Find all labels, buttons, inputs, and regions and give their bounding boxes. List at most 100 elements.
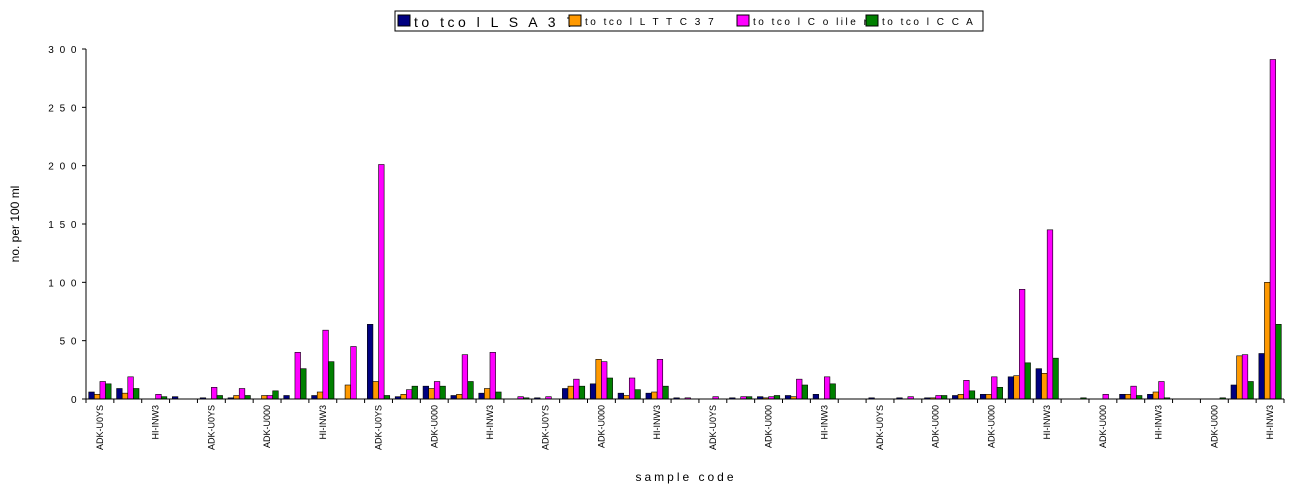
bar-s4-c18 — [578, 385, 586, 400]
bar-s1-c14 — [450, 395, 457, 400]
bar-s3-c42 — [1241, 354, 1249, 400]
bar-s1-c19 — [589, 383, 597, 400]
legend-box — [394, 10, 984, 32]
bar-s3-c2 — [127, 376, 134, 400]
bar-s4-c27 — [829, 383, 836, 400]
bar-s4-c5 — [216, 395, 223, 400]
bar-s2-c10 — [344, 384, 351, 400]
bar-s1-c33 — [979, 394, 987, 400]
bar-s1-c18 — [562, 388, 569, 400]
bar-s2-c43 — [1264, 282, 1271, 400]
bar-s1-c42 — [1230, 384, 1237, 400]
x-tick-label: ADK-U000 — [1098, 405, 1108, 448]
bar-s2-c42 — [1236, 355, 1243, 400]
x-axis-title: sample code — [635, 470, 736, 484]
bar-s4-c34 — [1024, 362, 1031, 400]
legend-label-3: to tco l C o lile rt — [753, 17, 875, 28]
bar-s3-c32 — [963, 380, 970, 400]
x-tick-label: HI-INW3 — [1154, 405, 1164, 440]
x-tick-label: ADK-U000 — [429, 405, 439, 448]
bar-s2-c9 — [316, 391, 324, 400]
bar-s3-c27 — [823, 376, 831, 400]
bar-s2-c7 — [261, 395, 268, 400]
y-tick-label: 2 5 0 — [48, 103, 78, 114]
bar-s3-c26 — [796, 378, 803, 400]
bar-s4-c6 — [244, 395, 251, 400]
bar-s4-c26 — [801, 384, 808, 400]
bar-s2-c38 — [1124, 394, 1132, 400]
bar-s2-c11 — [372, 381, 379, 400]
x-tick-label: ADK-U0YS — [708, 405, 718, 450]
y-tick-label: 5 0 — [60, 337, 78, 348]
x-tick-label: HI-INW3 — [151, 405, 161, 440]
bar-s3-c20 — [628, 377, 636, 400]
x-tick-label: ADK-U000 — [931, 405, 941, 448]
x-tick-label: ADK-U000 — [596, 405, 606, 448]
x-tick-label: HI-INW3 — [652, 405, 662, 440]
bar-s3-c38 — [1130, 385, 1137, 400]
bar-s1-c34 — [1007, 376, 1015, 400]
bar-s3-c13 — [433, 381, 441, 400]
x-tick-label: HI-INW3 — [1042, 405, 1052, 440]
bar-s1-c43 — [1258, 353, 1265, 400]
x-tick-label: HI-INW3 — [318, 405, 328, 440]
bar-s2-c33 — [985, 394, 992, 400]
bar-s4-c21 — [662, 385, 669, 400]
y-tick-label: 1 5 0 — [48, 220, 78, 231]
bar-s1-c11 — [367, 324, 374, 400]
x-ticks: ADK-U0YS HI-INW3 ADK-U0YS ADK-U000 HI-INW3 AD… — [85, 399, 1285, 450]
bar-s4-c19 — [606, 377, 613, 400]
legend-label-4: to tco l C C A — [882, 17, 975, 28]
bar-s1-c26 — [784, 395, 792, 400]
bar-s1-c39 — [1147, 394, 1154, 400]
legend-label-2: to tco l L T T C 3 7 — [585, 17, 716, 28]
bar-s4-c35 — [1052, 357, 1059, 400]
y-ticks: 0 5 0 1 0 0 1 5 0 2 0 0 2 5 0 3 0 0 — [48, 45, 86, 406]
bar-s3-c12 — [406, 389, 413, 400]
legend-swatch-4 — [865, 14, 879, 27]
x-tick-label: ADK-U0YS — [541, 405, 551, 450]
bar-s2-c21 — [651, 391, 658, 400]
bar-s3-c31 — [935, 395, 942, 400]
bar-s3-c14 — [461, 354, 469, 400]
bar-s3-c8 — [294, 352, 301, 400]
bar-s2-c12 — [400, 394, 407, 400]
bar-s3-c5 — [211, 387, 218, 400]
bar-s4-c20 — [634, 389, 641, 400]
bar-s2-c19 — [595, 359, 602, 400]
x-tick-label: ADK-U0YS — [374, 405, 384, 450]
y-tick-label: 3 0 0 — [48, 45, 78, 56]
bar-s1-c35 — [1035, 368, 1042, 400]
bar-s4-c43 — [1275, 324, 1282, 400]
x-tick-label: ADK-U000 — [764, 405, 774, 448]
bar-s1-c20 — [617, 392, 624, 400]
bar-s2-c34 — [1013, 375, 1020, 400]
bar-s4-c8 — [300, 368, 307, 400]
x-tick-label: HI-INW3 — [485, 405, 495, 440]
bar-s4-c13 — [439, 385, 446, 400]
bar-s4-c38 — [1136, 395, 1143, 400]
bar-s4-c1 — [105, 383, 112, 400]
bar-s4-c11 — [383, 395, 391, 400]
legend-label-1: to tco l L S A 3 7 — [414, 14, 578, 30]
bar-s3-c9 — [322, 329, 329, 400]
bar-s4-c9 — [328, 361, 335, 400]
bar-s3-c21 — [656, 359, 664, 400]
x-tick-label: ADK-U000 — [986, 405, 996, 448]
bar-s1-c21 — [645, 392, 652, 400]
bar-s2-c39 — [1152, 391, 1159, 400]
x-tick-label: ADK-U0YS — [95, 405, 105, 450]
bar-s1-c2 — [116, 388, 123, 400]
axes — [85, 49, 1284, 400]
bar-s4-c33 — [996, 387, 1003, 400]
bar-s3-c10 — [350, 346, 357, 400]
bar-s2-c13 — [428, 388, 435, 400]
bar-s2-c6 — [233, 395, 240, 400]
bar-s3-c11 — [378, 164, 385, 400]
x-tick-label: HI-INW3 — [819, 405, 829, 440]
bar-s3-c18 — [573, 378, 580, 400]
bar-s4-c42 — [1247, 381, 1254, 400]
bar-s1-c1 — [88, 391, 95, 400]
